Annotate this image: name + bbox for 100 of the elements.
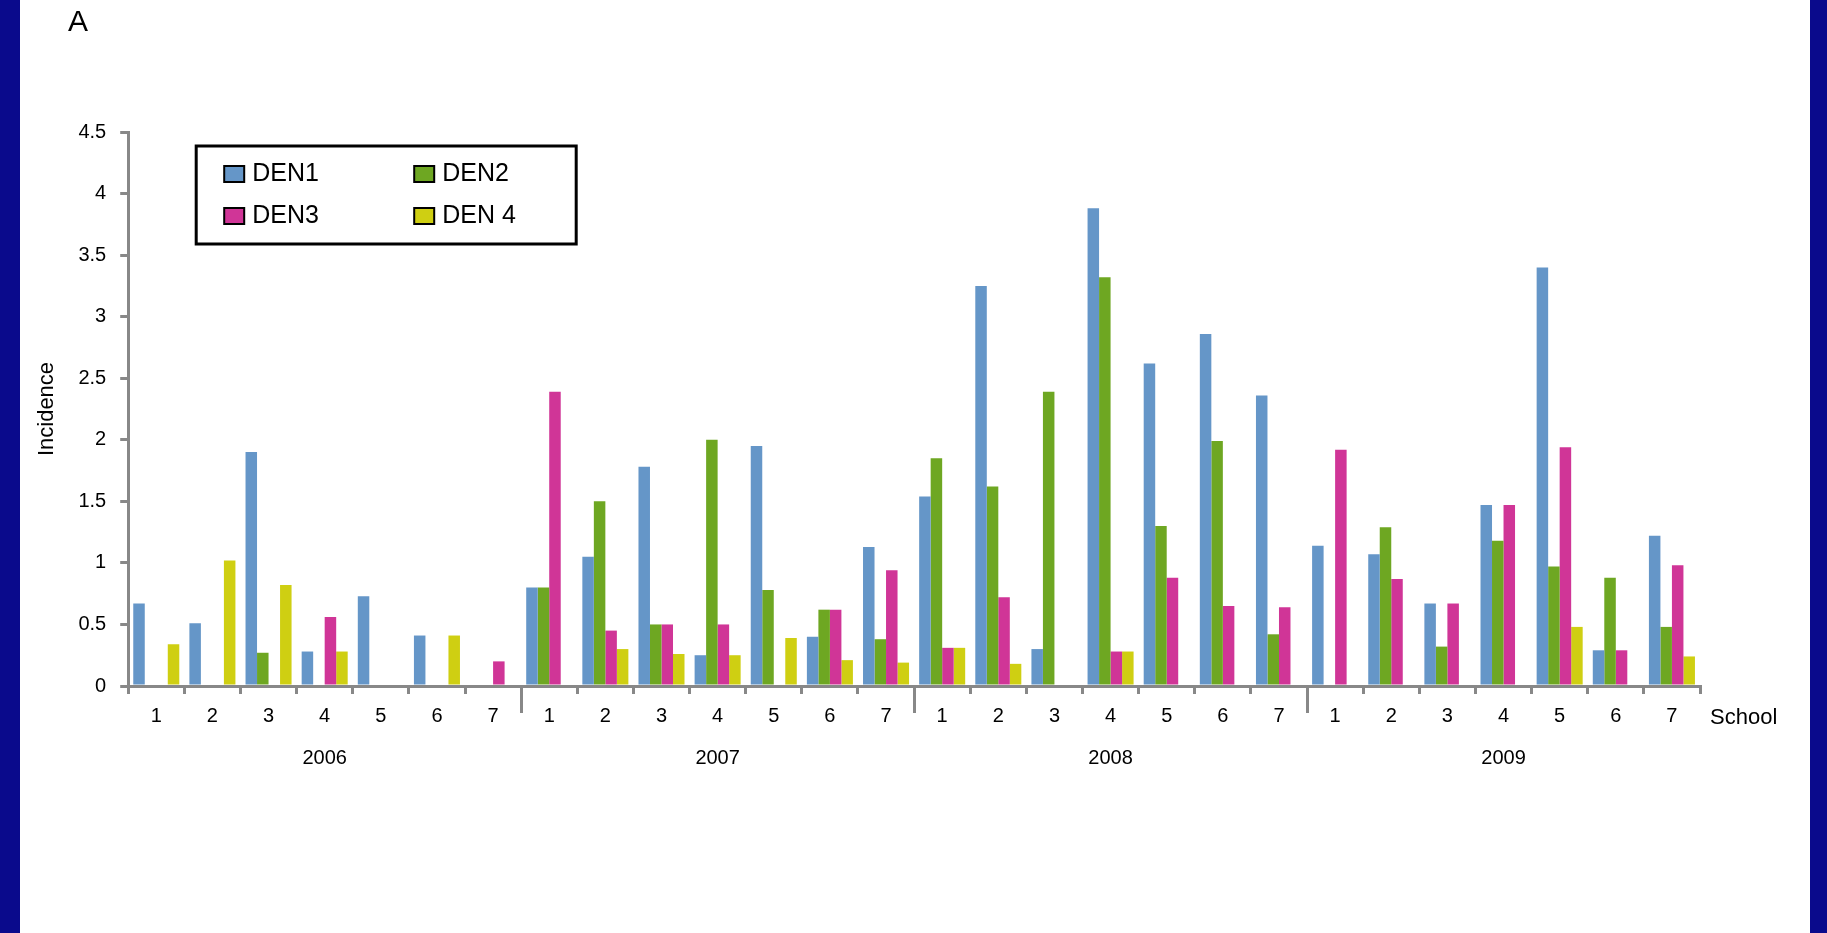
bar xyxy=(582,556,594,685)
bar xyxy=(729,655,741,685)
bar xyxy=(1110,651,1123,685)
bar xyxy=(785,637,797,685)
bar xyxy=(673,653,685,685)
x-tick-label: 4 xyxy=(1497,703,1510,726)
bar xyxy=(975,285,987,685)
bar xyxy=(919,496,931,685)
bar xyxy=(1009,663,1022,685)
bar xyxy=(841,660,853,685)
bar xyxy=(829,609,842,685)
bar xyxy=(1278,607,1291,685)
bar xyxy=(280,585,292,685)
bar xyxy=(1199,333,1212,685)
bar xyxy=(1592,650,1605,685)
x-tick-label: 7 xyxy=(487,703,499,726)
bar xyxy=(526,587,538,685)
bar xyxy=(1255,395,1268,685)
bar xyxy=(336,651,348,685)
bar xyxy=(223,560,236,685)
x-tick-label: 4 xyxy=(319,703,331,726)
x-tick-label: 3 xyxy=(655,703,668,726)
bar xyxy=(1042,391,1055,685)
x-tick-label: 7 xyxy=(1273,703,1285,726)
bar xyxy=(1648,535,1661,685)
bar xyxy=(638,466,650,685)
x-tick-label: 6 xyxy=(1610,703,1622,726)
bar xyxy=(245,452,258,685)
legend-label: DEN3 xyxy=(252,199,319,228)
bar xyxy=(1312,545,1324,685)
bar xyxy=(301,651,314,685)
bar xyxy=(549,391,561,685)
bar xyxy=(1492,540,1504,685)
y-tick-label: 2.5 xyxy=(78,365,107,388)
bar xyxy=(167,644,180,685)
bar xyxy=(706,439,718,685)
bar xyxy=(1571,626,1583,685)
bar xyxy=(1480,505,1493,685)
bar xyxy=(1143,363,1156,685)
bar xyxy=(806,636,819,685)
bar xyxy=(1155,525,1167,685)
x-tick-label: 6 xyxy=(431,703,443,726)
bar xyxy=(257,652,269,685)
text: 2008 xyxy=(1088,745,1133,768)
x-tick-label: 2 xyxy=(599,703,611,726)
x-tick-label: 4 xyxy=(712,703,724,726)
bar xyxy=(661,624,673,685)
x-tick-label: 5 xyxy=(1161,703,1173,726)
bar xyxy=(189,623,201,685)
x-tick-label: 7 xyxy=(1666,703,1678,726)
bar xyxy=(1379,527,1392,685)
bar xyxy=(1222,605,1235,685)
x-tick-label: 6 xyxy=(1217,703,1229,726)
bar xyxy=(357,596,370,685)
bar xyxy=(1536,267,1549,685)
y-tick-label: 3.5 xyxy=(78,242,107,265)
bar xyxy=(1099,277,1111,685)
bar xyxy=(863,546,875,685)
bar xyxy=(1267,634,1279,685)
legend-label: DEN2 xyxy=(442,157,509,186)
text: 2009 xyxy=(1481,745,1526,768)
bar xyxy=(493,661,505,685)
x-tick-label: 2 xyxy=(1385,703,1397,726)
bar xyxy=(1391,578,1403,685)
bar xyxy=(133,603,145,685)
x-tick-label: 4 xyxy=(1105,703,1117,726)
chart-title: A xyxy=(68,4,89,38)
x-axis-title: School xyxy=(1710,704,1778,730)
y-tick-label: 0 xyxy=(95,673,107,696)
x-tick-label: 2 xyxy=(206,703,218,726)
y-tick-label: 3 xyxy=(95,304,107,327)
bar xyxy=(717,624,730,685)
x-tick-label: 3 xyxy=(1048,703,1060,726)
bar xyxy=(998,597,1010,685)
bar xyxy=(942,647,954,685)
bar xyxy=(593,501,606,685)
bar xyxy=(649,624,662,685)
x-tick-label: 1 xyxy=(936,703,948,726)
bar xyxy=(818,609,830,685)
bar xyxy=(1424,603,1436,685)
y-tick-label: 0.5 xyxy=(78,611,107,634)
bar xyxy=(605,630,617,685)
bar xyxy=(1368,554,1380,685)
bar xyxy=(1087,208,1100,685)
legend-label: DEN1 xyxy=(252,157,319,186)
x-tick-label: 5 xyxy=(1554,703,1566,726)
bar xyxy=(694,655,707,685)
x-tick-label: 1 xyxy=(1329,703,1341,726)
x-tick-label: 6 xyxy=(824,703,836,726)
x-tick-label: 3 xyxy=(262,703,275,726)
x-tick-label: 1 xyxy=(543,703,555,726)
bar xyxy=(874,639,887,685)
x-tick-label: 1 xyxy=(150,703,162,726)
y-tick-label: 1.5 xyxy=(78,488,107,511)
bar xyxy=(762,589,774,685)
bar xyxy=(1335,449,1347,685)
bar xyxy=(324,617,337,685)
bar xyxy=(1548,566,1560,685)
bar xyxy=(750,445,763,685)
x-tick-label: 2 xyxy=(992,703,1004,726)
